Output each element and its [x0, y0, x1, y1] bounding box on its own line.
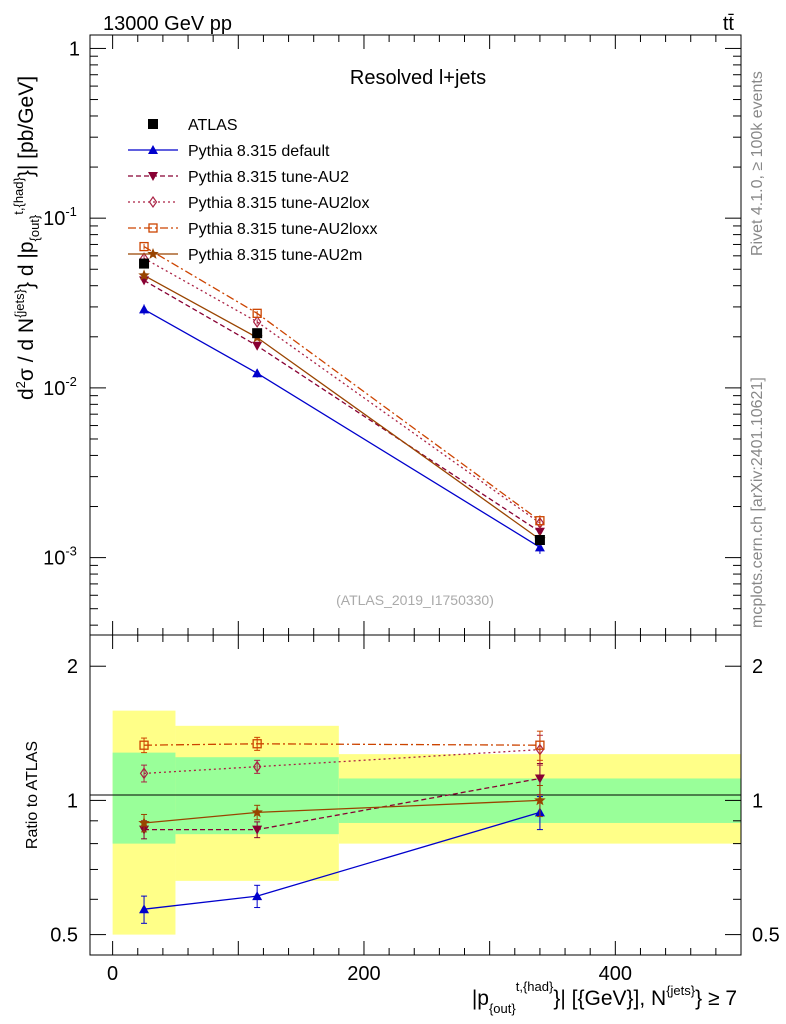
- legend-label: Pythia 8.315 tune-AU2loxx: [188, 221, 377, 238]
- main-series-line: [143, 279, 541, 533]
- ratio-y-tick-label: 2: [67, 656, 78, 678]
- ratio-data-point: [252, 891, 263, 901]
- ratio-y-axis-label: Ratio to ATLAS: [24, 741, 41, 849]
- watermark: (ATLAS_2019_I1750330): [336, 592, 494, 608]
- main-data-point: [139, 241, 149, 252]
- plot-title: Resolved l+jets: [350, 67, 486, 89]
- legend-label: Pythia 8.315 tune-AU2lox: [188, 195, 369, 212]
- header-right: tt̄: [723, 13, 735, 35]
- mcplots-label: mcplots.cern.ch [arXiv:2401.10621]: [749, 377, 766, 628]
- x-tick-label: 200: [347, 963, 380, 985]
- ratio-y-tick-label-right: 1: [752, 790, 763, 812]
- x-axis-label: |p{out}t,{had}}| [{GeV}], N{jets}} ≥ 7: [472, 979, 737, 1016]
- main-data-point: [252, 308, 262, 318]
- legend-label: Pythia 8.315 default: [188, 143, 330, 160]
- x-tick-label: 400: [599, 963, 632, 985]
- rivet-label: Rivet 4.1.0, ≥ 100k events: [749, 71, 766, 256]
- ratio-series-line: [143, 743, 540, 746]
- main-y-tick-label: 10-1: [43, 204, 77, 230]
- ratio-y-tick-label: 1: [67, 790, 78, 812]
- main-data-point: [535, 516, 545, 526]
- main-plot-panel: 10-3 10-2 10-1 1 Resolved l+jets (ATLAS_201…: [43, 34, 742, 636]
- main-series-line: [143, 308, 541, 548]
- atlas-data-point: [534, 534, 545, 545]
- ratio-data-point: [535, 740, 545, 750]
- legend-marker: [147, 248, 159, 259]
- ratio-data-point: [534, 774, 545, 784]
- legend-marker: [148, 195, 158, 209]
- ratio-data-point: [534, 794, 546, 806]
- main-y-axis-label: d2σ / d N{jets}} d |p{out}t,{had}}| [pb/…: [11, 76, 42, 400]
- legend: ATLAS Pythia 8.315 default Pythia 8.315 tu…: [128, 117, 377, 264]
- ratio-y-tick-label-right: 2: [752, 656, 763, 678]
- legend-label: Pythia 8.315 tune-AU2m: [188, 247, 362, 264]
- legend-marker: [148, 119, 158, 129]
- main-series-line: [143, 257, 541, 524]
- main-series-line: [143, 246, 541, 522]
- main-data-point: [138, 269, 150, 281]
- legend-label: ATLAS: [188, 117, 238, 134]
- legend-marker: [148, 145, 158, 154]
- ratio-data-point: [252, 739, 262, 749]
- main-data-point: [535, 516, 545, 530]
- ratio-data-point: [139, 904, 150, 914]
- atlas-data-point: [252, 328, 263, 339]
- main-data-point: [252, 341, 263, 351]
- ratio-data-point: [139, 740, 149, 750]
- ratio-y-tick-label-right: 0.5: [752, 925, 780, 947]
- legend-marker: [148, 223, 158, 233]
- main-data-point: [139, 304, 150, 314]
- ratio-plot-panel: 0 200 400 0.5 0.5 1 1 2 2: [50, 634, 780, 985]
- atlas-data-point: [139, 258, 150, 269]
- ratio-plot-frame: [89, 634, 742, 956]
- main-data-point: [252, 315, 262, 328]
- main-data-point: [534, 527, 545, 537]
- ratio-data-point: [252, 825, 263, 835]
- ratio-y-tick-label: 0.5: [50, 925, 78, 947]
- ratio-data-point: [252, 760, 262, 773]
- x-tick-label: 0: [107, 963, 118, 985]
- ratio-data-point: [139, 767, 149, 780]
- legend-label: Pythia 8.315 tune-AU2: [188, 169, 349, 186]
- main-y-tick-label: 10-2: [43, 374, 77, 400]
- ratio-data-point: [138, 816, 150, 828]
- header-left: 13000 GeV pp: [103, 13, 232, 35]
- main-y-tick-label: 1: [69, 38, 80, 60]
- ratio-data-point: [251, 806, 263, 818]
- main-data-point: [252, 368, 263, 378]
- main-data-point: [534, 542, 545, 552]
- main-y-tick-label: 10-3: [43, 544, 77, 570]
- legend-marker: [148, 172, 158, 181]
